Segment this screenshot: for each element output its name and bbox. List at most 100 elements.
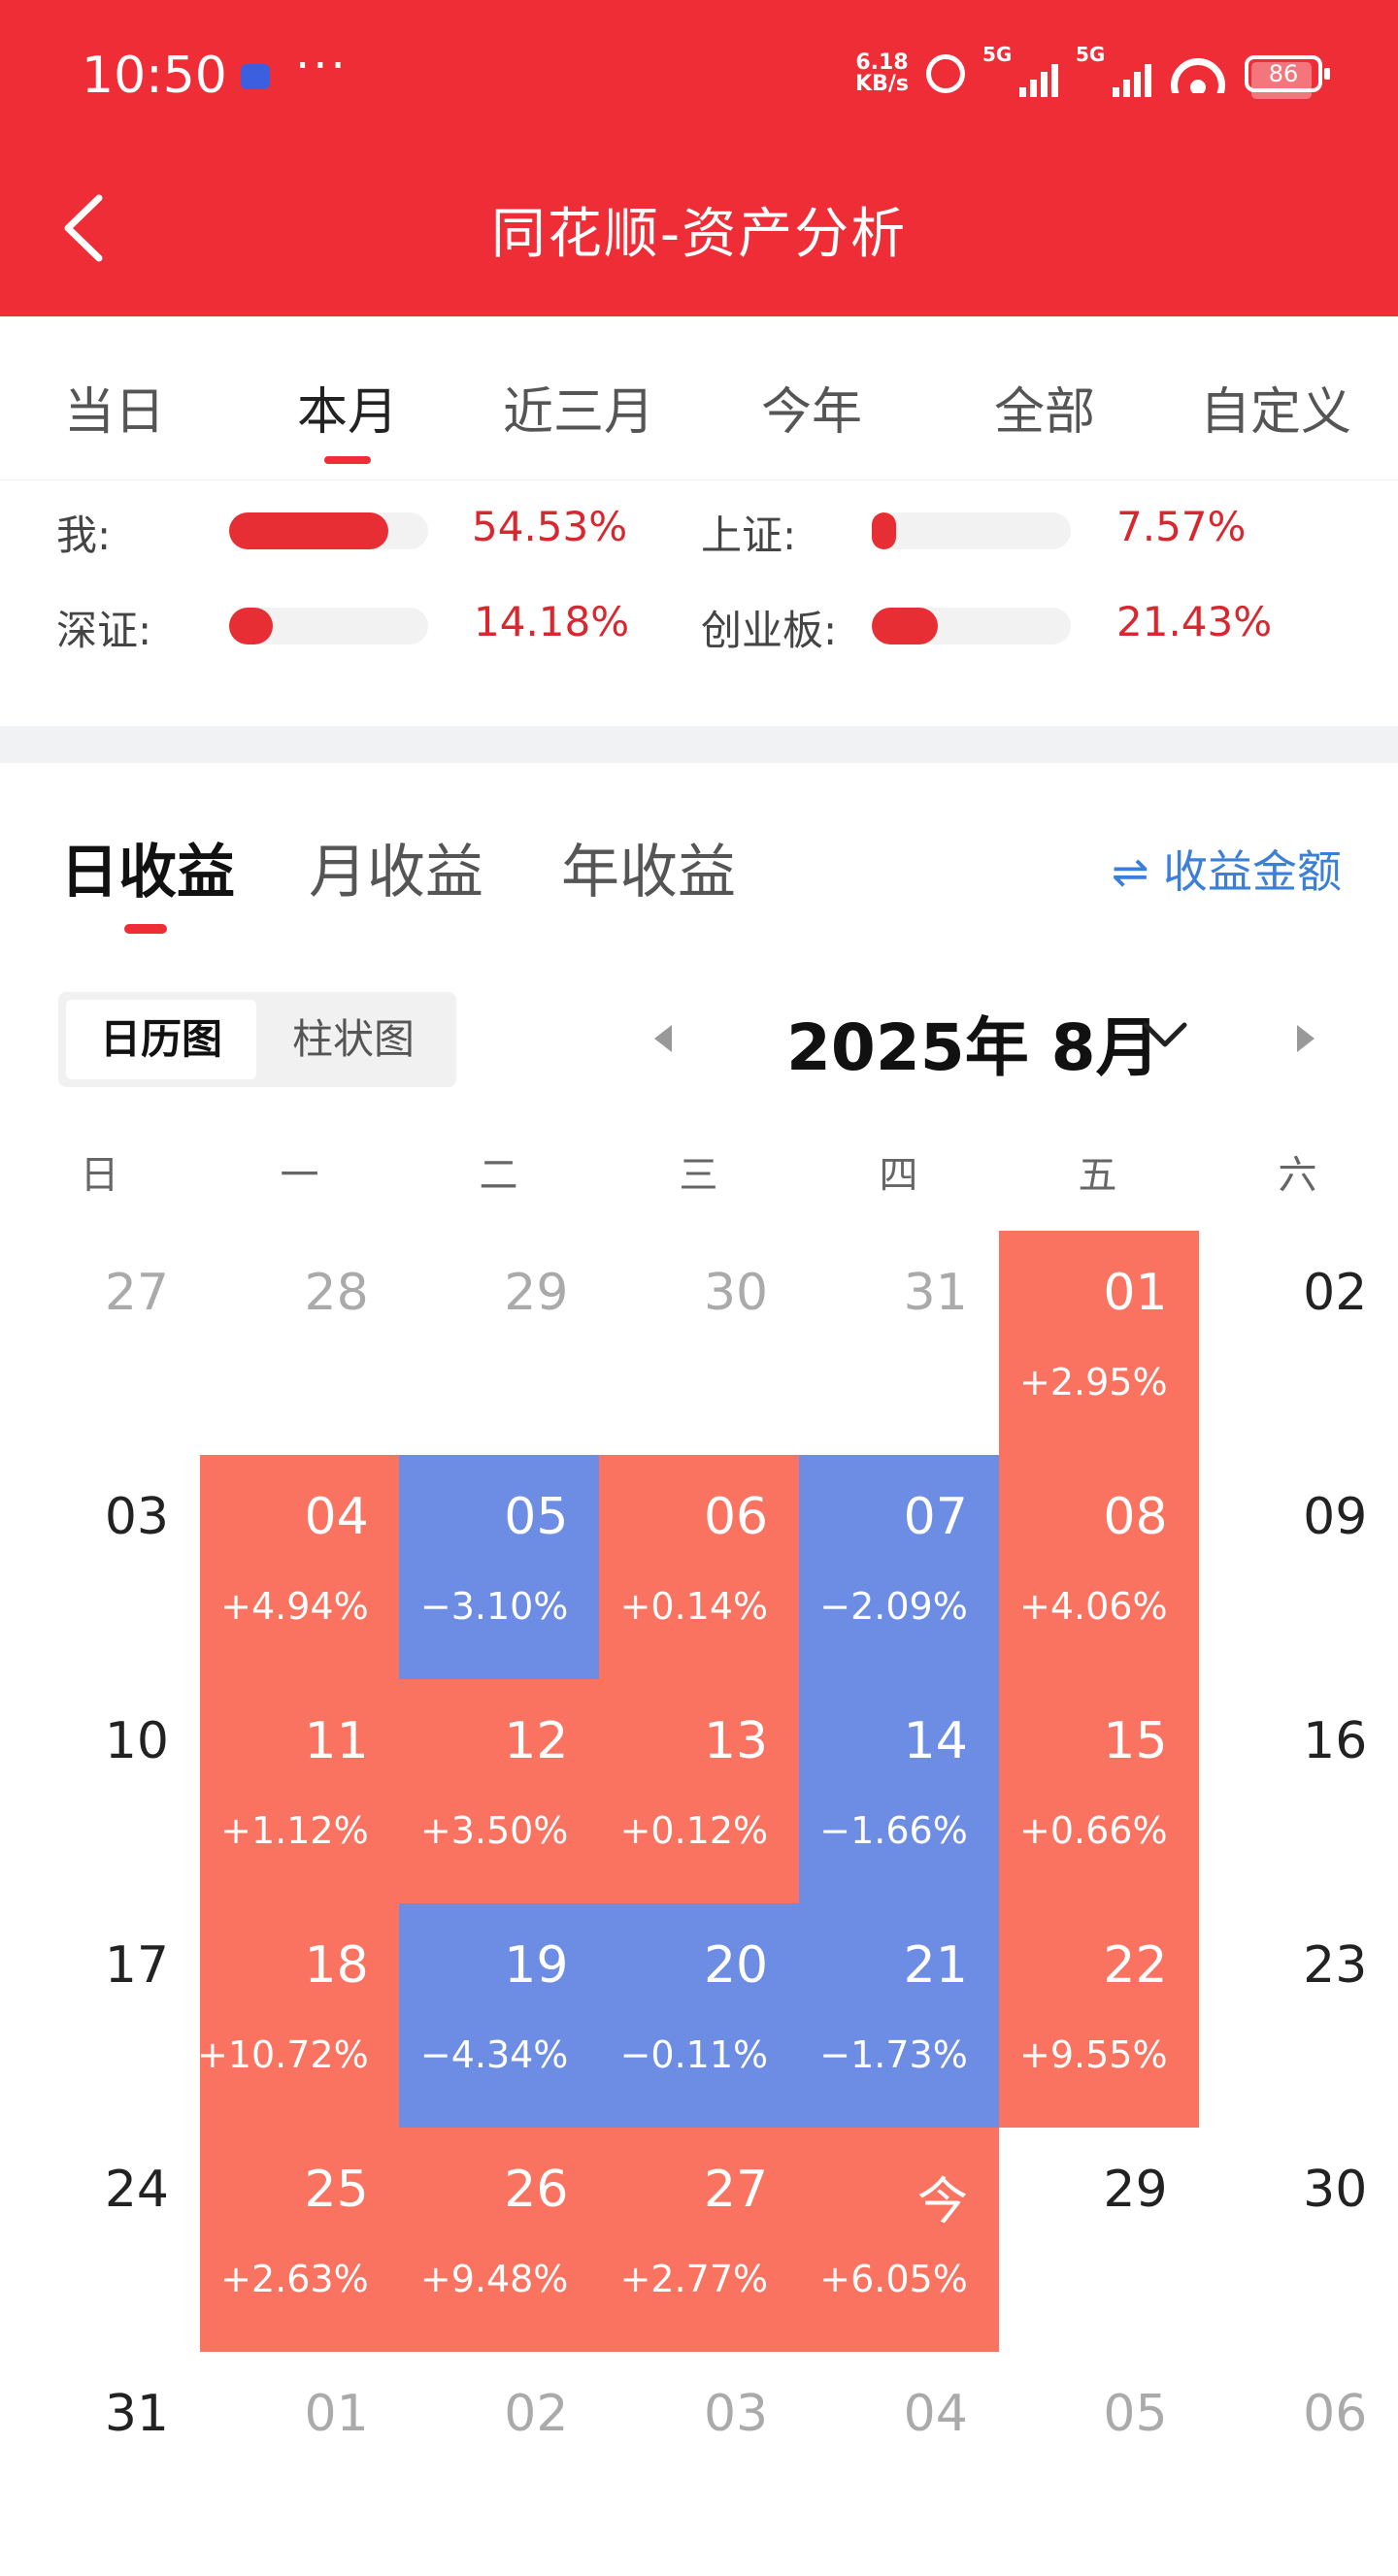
calendar-day-cell[interactable]: 25 +2.63% [199,2128,400,2352]
calendar-day-cell[interactable]: 21 −1.73% [798,1903,999,2128]
calendar-day-cell[interactable]: 24 [0,2128,200,2352]
calendar-day-cell[interactable]: 03 [0,1455,200,1679]
income-tab-indicator [124,924,167,934]
tab-three-months[interactable]: 近三月 [482,371,676,444]
calendar-day-cell[interactable]: 05 −3.10% [399,1455,600,1679]
calendar-day-number: 07 [903,1488,968,1546]
weekday-label: 一 [280,1153,319,1198]
app-header: 10:50 ··· 6.18 KB/s 5G 5G 86 [0,0,1398,316]
calendar-day-cell[interactable]: 22 +9.55% [998,1903,1199,2128]
income-calendar: 27 28 29 30 31 01 +2.95% 02 03 04 +4.94% 05 −3.10% 06… [0,1231,1398,2502]
tab-all[interactable]: 全部 [948,371,1142,444]
calendar-day-cell[interactable]: 12 +3.50% [399,1679,600,1903]
calendar-day-number: 24 [104,2161,169,2219]
month-selector[interactable]: 2025年 8月 [786,1010,1160,1085]
calendar-day-cell[interactable]: 16 [1198,1679,1398,1903]
calendar-day-cell[interactable]: 13 +0.12% [599,1679,800,1903]
wechat-notification-icon [241,64,270,89]
calendar-day-cell[interactable]: 01 [200,2352,400,2576]
calendar-day-cell[interactable]: 04 [799,2352,999,2576]
calendar-day-cell[interactable]: 02 [399,2352,599,2576]
calendar-day-return: +10.72% [196,2033,369,2076]
status-time: 10:50 [82,47,227,105]
calendar-day-number: 06 [1303,2385,1368,2443]
tab-yearly-income[interactable]: 年收益 [561,839,736,907]
calendar-day-number: 06 [703,1488,769,1546]
calendar-day-cell[interactable]: 20 −0.11% [599,1903,800,2128]
calendar-day-number: 20 [703,1936,769,1995]
calendar-day-number: 30 [703,1264,769,1322]
comparison-label-shenzhen: 深证: [56,607,152,654]
calendar-day-number: 31 [104,2385,169,2443]
battery-icon: 86 [1245,55,1330,99]
calendar-day-number: 28 [304,1264,369,1322]
calendar-day-cell[interactable]: 30 [599,1231,799,1455]
month-dropdown-button[interactable] [1136,1006,1194,1064]
calendar-day-return: −1.73% [819,2033,968,2076]
calendar-day-cell[interactable]: 04 +4.94% [199,1455,400,1679]
calendar-day-cell[interactable]: 23 [1198,1903,1398,2128]
back-button[interactable] [58,184,116,272]
calendar-day-cell[interactable]: 11 +1.12% [199,1679,400,1903]
calendar-day-cell[interactable]: 06 +0.14% [599,1455,800,1679]
wifi-icon [1169,54,1227,93]
calendar-day-cell[interactable]: 18 +10.72% [196,1903,400,2128]
calendar-day-cell[interactable]: 05 [999,2352,1199,2576]
calendar-day-number: 27 [703,2161,769,2219]
calendar-day-cell[interactable]: 02 [1198,1231,1398,1455]
calendar-view-button[interactable]: 日历图 [66,1000,256,1079]
battery-level: 86 [1268,60,1299,87]
calendar-day-number: 10 [104,1712,169,1770]
switch-income-amount-button[interactable]: ⇌ 收益金额 [1111,845,1342,898]
comparison-value-me: 54.53% [472,503,628,550]
calendar-day-number: 11 [304,1712,369,1770]
comparison-bar-shenzhen [229,608,428,644]
calendar-day-cell[interactable]: 26 +9.48% [399,2128,600,2352]
calendar-day-return: +0.12% [619,1809,769,1852]
calendar-day-cell[interactable]: 27 +2.77% [599,2128,800,2352]
calendar-day-cell[interactable]: 30 [1198,2128,1398,2352]
bar-chart-view-button[interactable]: 柱状图 [291,1015,415,1063]
period-tabs: 当日 本月 近三月 今年 全部 自定义 [0,316,1398,480]
calendar-day-cell[interactable]: 31 [0,2352,200,2576]
calendar-day-return: +4.94% [220,1585,369,1628]
calendar-day-return: −3.10% [419,1585,569,1628]
calendar-day-cell[interactable]: 01 +2.95% [998,1231,1199,1455]
next-month-button[interactable] [1285,1019,1324,1058]
calendar-day-cell[interactable]: 06 [1198,2352,1398,2576]
calendar-day-cell[interactable]: 09 [1198,1455,1398,1679]
calendar-day-cell[interactable]: 29 [399,1231,599,1455]
comparison-bar-fill [229,512,388,549]
calendar-day-cell[interactable]: 19 −4.34% [399,1903,600,2128]
calendar-day-cell[interactable]: 07 −2.09% [798,1455,999,1679]
calendar-day-number: 29 [1103,2161,1168,2219]
tab-this-year[interactable]: 今年 [715,371,909,444]
calendar-day-return: +2.63% [220,2258,369,2300]
tab-monthly-income[interactable]: 月收益 [309,839,483,907]
calendar-day-cell[interactable]: 03 [599,2352,799,2576]
calendar-day-cell[interactable]: 15 +0.66% [998,1679,1199,1903]
calendar-day-number: 27 [104,1264,169,1322]
calendar-day-cell[interactable]: 29 [999,2128,1199,2352]
calendar-day-cell[interactable]: 17 [0,1903,200,2128]
calendar-day-cell[interactable]: 10 [0,1679,200,1903]
calendar-day-number: 01 [1103,1264,1168,1322]
tab-daily-income[interactable]: 日收益 [60,839,235,907]
calendar-day-cell[interactable]: 27 [0,1231,200,1455]
previous-month-button[interactable] [645,1019,683,1058]
calendar-day-cell[interactable]: 14 −1.66% [798,1679,999,1903]
calendar-day-return: −1.66% [819,1809,968,1852]
tab-this-month[interactable]: 本月 [250,371,445,464]
calendar-day-cell[interactable]: 31 [799,1231,999,1455]
calendar-day-number: 03 [104,1488,169,1546]
calendar-day-cell[interactable]: 28 [200,1231,400,1455]
weekday-label: 六 [1278,1153,1317,1198]
calendar-day-number: 21 [903,1936,968,1995]
calendar-day-cell[interactable]: 今 +6.05% [798,2128,999,2352]
tab-custom[interactable]: 自定义 [1179,371,1373,444]
tab-today[interactable]: 当日 [17,371,212,444]
status-bar: 10:50 ··· 6.18 KB/s 5G 5G 86 [0,0,1398,155]
calendar-day-number: 08 [1103,1488,1168,1546]
calendar-day-cell[interactable]: 08 +4.06% [998,1455,1199,1679]
calendar-day-number: 16 [1303,1712,1368,1770]
